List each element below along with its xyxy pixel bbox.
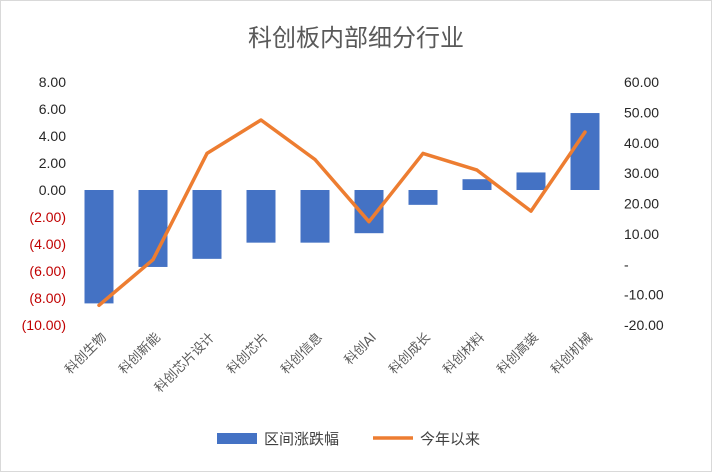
bar-8 [462, 179, 492, 190]
category-label: 科创新能 [116, 330, 164, 378]
line-group [97, 118, 587, 308]
left-axis-tick-label: 4.00 [39, 128, 66, 144]
category-label: 科创材料 [440, 330, 487, 377]
bar-1 [84, 190, 114, 304]
left-axis-tick-label: (2.00) [29, 209, 66, 225]
line-point-6 [367, 220, 371, 224]
legend: 区间涨跌幅 今年以来 [217, 430, 480, 448]
line-point-4 [259, 118, 263, 122]
right-axis-tick-label: - [624, 256, 629, 272]
category-label: 科创AI [342, 330, 380, 368]
bar-5 [300, 190, 330, 243]
line-point-5 [313, 157, 317, 161]
right-axis-tick-label: 40.00 [624, 135, 659, 151]
line-point-8 [475, 168, 479, 172]
left-axis-tick-label: 2.00 [39, 155, 66, 171]
legend-line-label: 今年以来 [420, 430, 480, 448]
bar-4 [246, 190, 276, 243]
left-axis-tick-label: (10.00) [22, 317, 66, 333]
category-label: 科创高装 [494, 330, 542, 378]
bar-7 [408, 190, 438, 205]
left-axis-tick-label: 6.00 [39, 101, 66, 117]
line-point-9 [529, 209, 533, 213]
legend-bar-swatch [217, 433, 257, 444]
bars-group [84, 113, 600, 304]
right-axis-tick-label: 20.00 [624, 196, 659, 212]
right-axis-tick-label: -10.00 [624, 287, 664, 303]
bar-9 [516, 172, 546, 190]
right-axis-tick-label: 10.00 [624, 226, 659, 242]
axes-group: 8.00 6.00 4.00 2.00 0.00 (2.00) (4.00) (6.00) (8… [22, 74, 664, 333]
category-label: 科创信息 [278, 330, 326, 378]
bar-2 [138, 190, 168, 267]
bar-3 [192, 190, 222, 259]
line-point-1 [97, 303, 101, 307]
left-axis-tick-label: (8.00) [29, 290, 66, 306]
chart-title: 科创板内部细分行业 [248, 24, 464, 52]
category-label: 科创芯片 [224, 330, 271, 377]
line-point-7 [421, 151, 425, 155]
left-axis-tick-label: 8.00 [39, 74, 66, 90]
category-label: 科创生物 [62, 330, 109, 377]
line-point-3 [205, 151, 209, 155]
left-axis-tick-label: 0.00 [39, 182, 66, 198]
right-axis-tick-label: -20.00 [624, 317, 664, 333]
right-axis-tick-label: 50.00 [624, 104, 659, 120]
category-label: 科创机械 [548, 330, 595, 377]
right-axis-tick-label: 30.00 [624, 165, 659, 181]
legend-bar-label: 区间涨跌幅 [264, 430, 339, 448]
line-series-path [97, 118, 587, 308]
left-axis-tick-label: (4.00) [29, 236, 66, 252]
left-axis-tick-label: (6.00) [29, 263, 66, 279]
right-axis-tick-label: 60.00 [624, 74, 659, 90]
category-label: 科创成长 [386, 330, 433, 377]
line-point-2 [151, 258, 155, 262]
bar-10 [570, 113, 600, 190]
line-point-10 [583, 130, 587, 134]
